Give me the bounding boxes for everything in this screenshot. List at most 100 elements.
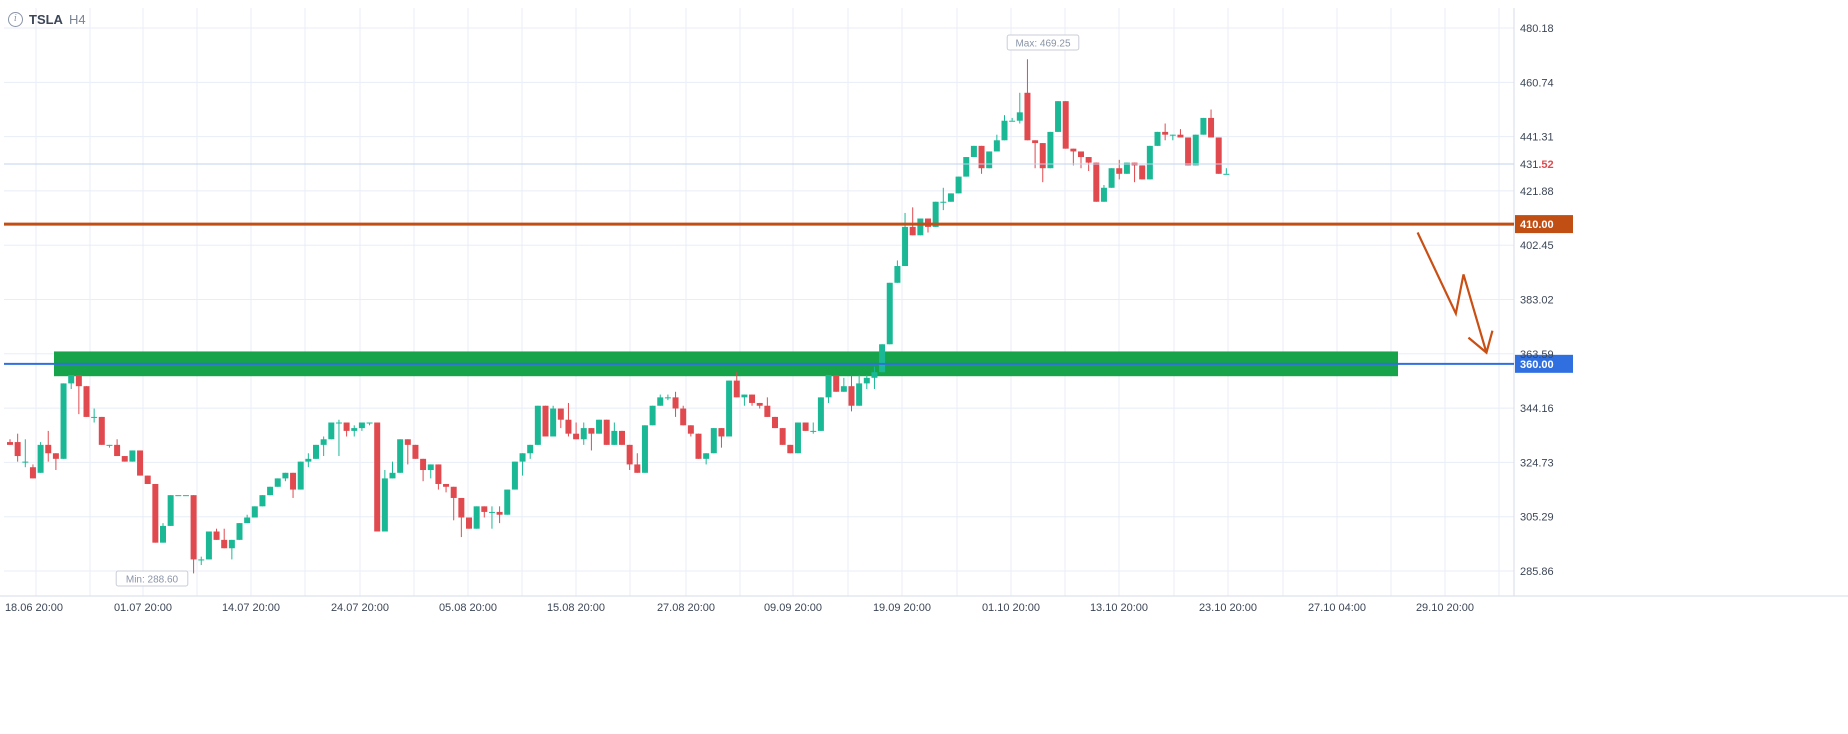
candle: [1016, 92, 1023, 124]
candle-body: [955, 176, 962, 194]
candle-body: [894, 266, 901, 283]
candle: [993, 134, 1000, 152]
candle-body: [871, 372, 878, 378]
time-tick: 29.10 20:00: [1416, 602, 1474, 614]
candle-body: [1208, 117, 1215, 138]
candle-body: [274, 478, 281, 487]
candle-body: [733, 380, 740, 398]
candle: [856, 375, 863, 406]
candle-body: [228, 539, 235, 549]
candle: [1001, 115, 1008, 141]
candle-body: [52, 453, 59, 459]
candle: [833, 375, 840, 392]
candle-body: [129, 450, 136, 462]
candle-body: [756, 402, 763, 406]
timeframe-label[interactable]: H4: [68, 12, 86, 27]
candle: [1093, 162, 1100, 202]
candle-body: [205, 531, 212, 560]
last-price-main: 431: [1520, 159, 1538, 171]
time-tick: 24.07 20:00: [331, 602, 389, 614]
candle: [619, 430, 625, 445]
candle-body: [1116, 168, 1123, 174]
candle-body: [978, 145, 985, 169]
candle-body: [290, 472, 297, 490]
candle-body: [1085, 157, 1092, 163]
candle-body: [1001, 120, 1008, 141]
candle-body: [190, 495, 197, 560]
candle-body: [320, 439, 327, 445]
candle: [726, 380, 733, 437]
candle-body: [726, 380, 733, 437]
candle: [114, 439, 121, 457]
price-tick: 460.74: [1520, 77, 1554, 89]
candle-body: [328, 422, 335, 440]
candle: [175, 495, 182, 497]
time-tick: 05.08 20:00: [439, 602, 497, 614]
candle-body: [1108, 168, 1115, 188]
time-axis[interactable]: 18.06 20:00 01.07 20:00 14.07 20:00 24.07 2…: [5, 602, 1474, 614]
candle-body: [963, 157, 970, 177]
candle: [802, 422, 809, 431]
candle-body: [749, 394, 756, 403]
candle: [91, 408, 98, 423]
candle: [986, 151, 993, 169]
candle-body: [68, 375, 75, 384]
candle: [871, 366, 878, 389]
candle: [75, 375, 82, 415]
info-icon[interactable]: i: [8, 12, 23, 27]
candle: [603, 419, 610, 445]
candle-body: [527, 444, 534, 454]
candle: [1146, 145, 1153, 180]
candle: [1185, 137, 1192, 166]
candle-body: [917, 218, 924, 236]
candle-body: [703, 453, 710, 459]
candle-body: [91, 416, 98, 418]
candle: [1047, 131, 1054, 169]
candle-body: [1154, 131, 1161, 146]
resistance-price-tag: [1515, 215, 1573, 234]
price-tick: 421.88: [1520, 186, 1554, 198]
candle: [649, 405, 656, 426]
candle: [182, 495, 189, 497]
candle-body: [121, 456, 128, 462]
candle: [412, 444, 419, 459]
candle: [947, 193, 954, 202]
candle: [733, 372, 740, 398]
symbol-label[interactable]: TSLA: [29, 12, 63, 27]
candle-body: [443, 483, 450, 487]
candle-body: [565, 419, 572, 434]
candle: [557, 408, 564, 429]
time-tick: 23.10 20:00: [1199, 602, 1257, 614]
candle-body: [741, 394, 748, 398]
candle-body: [198, 559, 205, 561]
candle-body: [886, 282, 893, 345]
candle: [366, 422, 373, 426]
candle-body: [1139, 165, 1146, 180]
candle: [1108, 168, 1115, 188]
candle-body: [7, 442, 13, 445]
candle-body: [152, 483, 159, 543]
candle-body: [427, 464, 434, 471]
candle: [588, 428, 595, 451]
candle: [328, 422, 335, 440]
candle-body: [244, 517, 251, 524]
candle: [909, 207, 916, 236]
candle: [626, 444, 633, 471]
candle: [1062, 101, 1069, 149]
candle: [1223, 168, 1230, 175]
candle-body: [940, 201, 947, 203]
extreme-labels: Max: 469.25 Min: 288.60: [115, 34, 1080, 587]
candle-body: [160, 525, 166, 543]
projection-path: [1416, 232, 1488, 353]
candle: [221, 528, 228, 549]
candle: [787, 444, 794, 454]
price-axis[interactable]: 480.18 460.74 441.31 421.88 402.45 383.02 363.…: [1520, 23, 1554, 578]
candle: [52, 453, 59, 471]
candle-body: [664, 397, 671, 399]
candle-body: [458, 497, 465, 518]
candle-body: [389, 472, 396, 479]
candle: [596, 419, 603, 434]
candle-body: [305, 458, 312, 462]
